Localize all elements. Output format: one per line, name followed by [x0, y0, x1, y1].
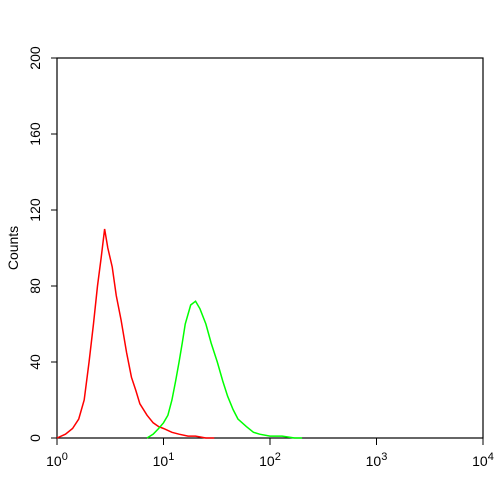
x-tick-base: 10	[259, 453, 275, 469]
plot-frame	[56, 57, 484, 439]
x-tick-label: 103	[366, 451, 388, 469]
x-tick-exponent: 4	[488, 451, 494, 463]
x-tick-base: 10	[472, 453, 488, 469]
y-tick-label: 120	[27, 198, 43, 222]
series-line	[56, 228, 215, 439]
y-tick-label: 200	[27, 46, 43, 70]
x-tick-exponent: 3	[381, 451, 387, 463]
x-tick-base: 10	[46, 453, 62, 469]
x-tick-label: 104	[472, 451, 494, 469]
y-tick-label: 0	[27, 434, 43, 442]
x-tick-base: 10	[153, 453, 169, 469]
x-tick-label: 100	[46, 451, 68, 469]
series-line	[146, 300, 303, 439]
x-tick-exponent: 2	[275, 451, 281, 463]
x-tick-exponent: 1	[168, 451, 174, 463]
y-tick-label: 40	[27, 354, 43, 370]
y-tick-label: 160	[27, 122, 43, 146]
x-tick-label: 101	[153, 451, 175, 469]
x-tick-label: 102	[259, 451, 281, 469]
x-tick-base: 10	[366, 453, 382, 469]
x-tick-exponent: 0	[62, 451, 68, 463]
y-tick-label: 80	[27, 278, 43, 294]
y-axis-label: Counts	[5, 226, 21, 270]
